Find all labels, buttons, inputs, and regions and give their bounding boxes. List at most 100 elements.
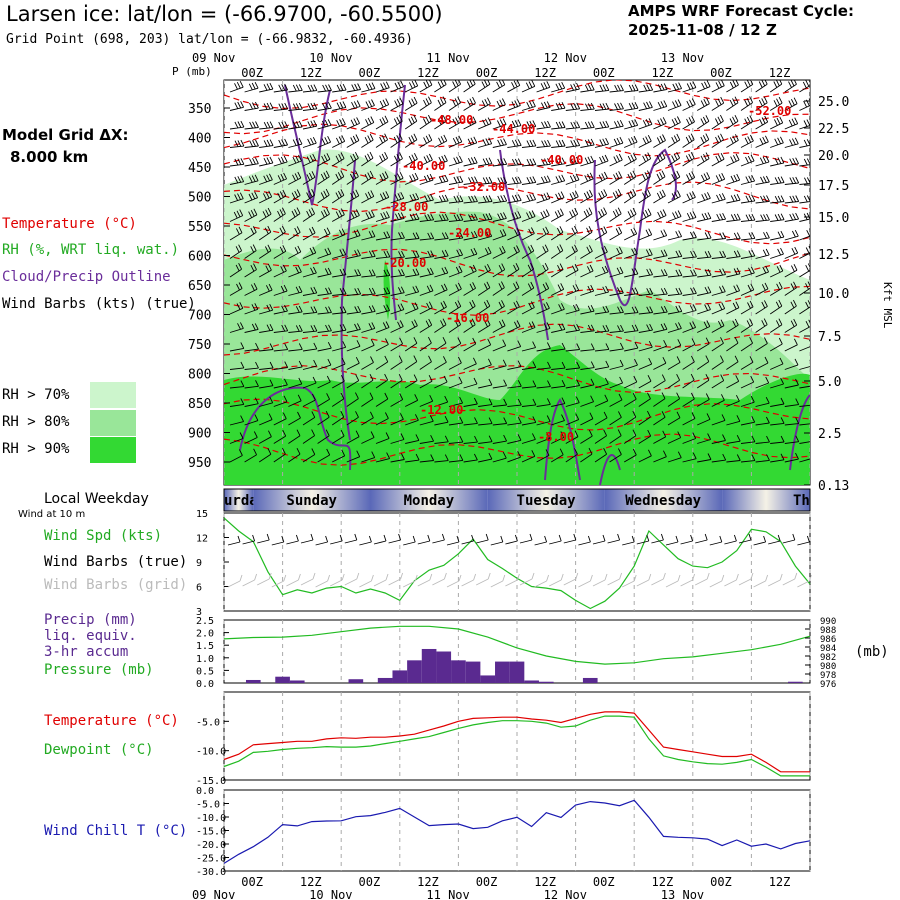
wind-barb xyxy=(332,268,347,278)
wind-barb xyxy=(288,429,301,444)
wind-barb xyxy=(273,395,288,407)
wind-barb xyxy=(302,286,318,296)
wind-barb xyxy=(740,194,756,204)
wind-barb xyxy=(448,248,464,259)
wind-barb xyxy=(653,339,668,352)
wind-barb xyxy=(375,392,389,407)
wind-barb xyxy=(448,80,462,93)
wind-barb xyxy=(580,429,593,444)
wind-barb xyxy=(740,415,756,426)
wind-barb xyxy=(755,213,770,222)
height-tick-label: 12.5 xyxy=(818,248,849,263)
wind-barb xyxy=(478,452,493,463)
wind-barb xyxy=(434,375,448,389)
wind-barb xyxy=(653,189,666,204)
wind-barb xyxy=(361,230,376,241)
wind-barb xyxy=(726,415,741,426)
wind-barb xyxy=(302,306,318,315)
wind-barb xyxy=(375,373,389,389)
wind-barb xyxy=(697,231,712,241)
wind-barb xyxy=(361,250,376,259)
wind-barb xyxy=(346,117,361,130)
wind-barb xyxy=(551,157,566,167)
bottom-time-tick-label: 12Z xyxy=(417,875,439,889)
wind-speed-tick-label: 3 xyxy=(196,607,202,618)
wind-barb xyxy=(477,263,491,278)
model-grid-label: Model Grid ΔX: xyxy=(2,126,129,144)
temperature-contour-label: -48.00 xyxy=(430,113,473,127)
cloud-outlines xyxy=(239,84,810,485)
wind-barb xyxy=(463,213,478,222)
precip-bar xyxy=(582,677,598,683)
grid-wind-barb xyxy=(519,572,535,586)
grid-wind-barb xyxy=(475,572,491,586)
wind-barb xyxy=(419,434,435,444)
wind-barb xyxy=(770,136,784,148)
wind-barb xyxy=(799,339,810,352)
wind-barb xyxy=(448,300,462,315)
wind-barb xyxy=(244,121,259,130)
wind-barb xyxy=(551,431,565,444)
wind-barb xyxy=(346,189,360,204)
wind-barb xyxy=(580,172,594,185)
wind-barb xyxy=(638,248,653,259)
wind-barb xyxy=(594,411,608,426)
label-liq-equiv: liq. equiv. xyxy=(44,628,137,644)
wind-barb xyxy=(624,247,638,259)
wind-barb xyxy=(580,245,593,259)
wind-barb xyxy=(244,263,257,278)
wind-barb xyxy=(536,244,549,259)
cloud-outline xyxy=(340,159,356,441)
wind-barb xyxy=(770,195,785,204)
wind-barb xyxy=(667,210,682,222)
wind-barb xyxy=(770,230,785,241)
wind-barb xyxy=(273,83,289,93)
top-time-tick-label: 00Z xyxy=(476,66,498,80)
wind-barb xyxy=(463,299,476,315)
wind-barb xyxy=(229,342,245,352)
wind-barb xyxy=(740,318,754,333)
wind-barb xyxy=(638,170,651,185)
wind-barb xyxy=(594,137,610,148)
wind-barb xyxy=(375,115,389,130)
wind-barb xyxy=(419,232,435,241)
wind-barb xyxy=(288,285,303,296)
grid-wind-barb xyxy=(709,574,725,588)
wind-barb xyxy=(302,266,317,278)
wind-barb xyxy=(229,139,245,148)
wind-barb xyxy=(273,225,286,241)
temperature-contour-label: -28.00 xyxy=(385,200,428,214)
wind-barb xyxy=(492,359,507,370)
wind-barb xyxy=(434,80,447,93)
wind-barb xyxy=(697,250,712,259)
wind-barb xyxy=(624,287,639,296)
wind-barb xyxy=(755,376,770,389)
wind-barb xyxy=(346,323,361,333)
wind-barb xyxy=(653,430,667,444)
wind-barb xyxy=(711,232,727,241)
wind-barb xyxy=(755,155,770,167)
wind-barb xyxy=(711,337,724,352)
wind-barb xyxy=(580,83,595,93)
wind-chill-tick-label: -25.0 xyxy=(196,854,226,865)
wind-barb xyxy=(375,191,390,204)
weekday-cell xyxy=(370,489,488,511)
wind-barb xyxy=(448,135,463,148)
wind-barb xyxy=(755,416,770,426)
wind-barb xyxy=(536,398,551,407)
label-wind-barbs-grid: Wind Barbs (grid) xyxy=(44,577,188,593)
wind-barb xyxy=(375,231,391,241)
wind-barb xyxy=(711,414,726,426)
wind-barb xyxy=(492,417,508,426)
wind-barb xyxy=(288,245,302,259)
wind-barb xyxy=(624,341,639,352)
wind-barb xyxy=(667,230,683,241)
wind-barb xyxy=(434,232,449,241)
precip-bar xyxy=(348,679,364,683)
wind-barb xyxy=(551,379,566,389)
wind-barb xyxy=(405,80,419,93)
wind-barb xyxy=(317,188,330,204)
wind-barb xyxy=(404,355,418,370)
wind-barb xyxy=(375,432,390,444)
